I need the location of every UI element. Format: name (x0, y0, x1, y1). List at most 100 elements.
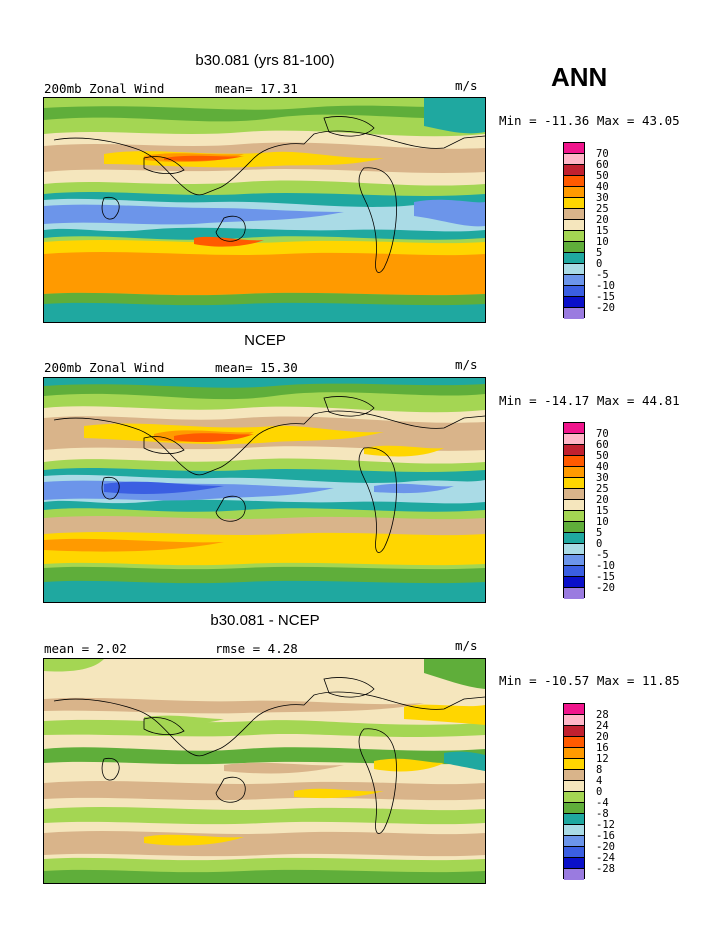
panel-1-contour-field (44, 98, 485, 322)
legend-swatch (564, 869, 584, 880)
legend-swatch (564, 726, 584, 737)
legend-swatch (564, 478, 584, 489)
panel-2-minmax: Min = -14.17 Max = 44.81 (499, 393, 680, 408)
legend-swatch (564, 511, 584, 522)
panel-2-mean: mean= 15.30 (215, 360, 298, 375)
panel-2-legend (563, 422, 585, 599)
legend-swatch (564, 220, 584, 231)
legend-swatch (564, 154, 584, 165)
panel-1-minmax: Min = -11.36 Max = 43.05 (499, 113, 680, 128)
legend-label: 60 (596, 159, 609, 171)
legend-swatch (564, 423, 584, 434)
legend-label: 28 (596, 709, 609, 721)
panel-1-units: m/s (455, 78, 478, 93)
legend-swatch (564, 500, 584, 511)
panel-3-contour-field (44, 659, 485, 883)
legend-swatch (564, 555, 584, 566)
panel-1-legend (563, 142, 585, 319)
panel-3-units: m/s (455, 638, 478, 653)
panel-1-field-label: 200mb Zonal Wind (44, 81, 165, 96)
legend-swatch (564, 253, 584, 264)
legend-label: 30 (596, 192, 609, 204)
legend-swatch (564, 781, 584, 792)
panel-2-map (43, 377, 486, 603)
legend-label: 16 (596, 742, 609, 754)
panel-1-mean: mean= 17.31 (215, 81, 298, 96)
legend-swatch (564, 847, 584, 858)
panel-2-field-label: 200mb Zonal Wind (44, 360, 165, 375)
legend-label: -8 (596, 808, 609, 820)
legend-swatch (564, 522, 584, 533)
legend-swatch (564, 445, 584, 456)
legend-swatch (564, 231, 584, 242)
legend-label: -15 (596, 571, 615, 583)
legend-label: 50 (596, 170, 609, 182)
panel-3-minmax: Min = -10.57 Max = 11.85 (499, 673, 680, 688)
panel-1-map (43, 97, 486, 323)
legend-swatch (564, 176, 584, 187)
legend-swatch (564, 566, 584, 577)
legend-swatch (564, 297, 584, 308)
legend-label: 70 (596, 148, 609, 160)
legend-swatch (564, 759, 584, 770)
legend-label: 15 (596, 225, 609, 237)
legend-label: -20 (596, 841, 615, 853)
legend-swatch (564, 770, 584, 781)
legend-swatch (564, 264, 584, 275)
legend-swatch (564, 825, 584, 836)
panel-3-title: b30.081 - NCEP (210, 612, 320, 629)
legend-label: -12 (596, 819, 615, 831)
legend-swatch (564, 242, 584, 253)
legend-label: -5 (596, 269, 609, 281)
legend-swatch (564, 715, 584, 726)
panel-3-mean: mean = 2.02 (44, 641, 127, 656)
legend-swatch (564, 467, 584, 478)
legend-label: 50 (596, 450, 609, 462)
legend-swatch (564, 704, 584, 715)
legend-label: 24 (596, 720, 609, 732)
legend-swatch (564, 792, 584, 803)
legend-swatch (564, 533, 584, 544)
panel-3-map (43, 658, 486, 884)
panel-2-contour-field (44, 378, 485, 602)
legend-swatch (564, 748, 584, 759)
legend-swatch (564, 737, 584, 748)
legend-label: 5 (596, 247, 603, 259)
legend-label: -10 (596, 560, 615, 572)
legend-label: 70 (596, 428, 609, 440)
legend-swatch (564, 143, 584, 154)
legend-label: 20 (596, 214, 609, 226)
panel-3-legend (563, 703, 585, 880)
legend-swatch (564, 275, 584, 286)
panel-2-title: NCEP (244, 332, 286, 349)
legend-label: 10 (596, 516, 609, 528)
legend-label: -20 (596, 302, 615, 314)
legend-swatch (564, 858, 584, 869)
legend-label: 60 (596, 439, 609, 451)
season-label: ANN (551, 62, 608, 92)
legend-swatch (564, 434, 584, 445)
legend-swatch (564, 803, 584, 814)
legend-swatch (564, 165, 584, 176)
panel-3-rmse: rmse = 4.28 (215, 641, 298, 656)
legend-label: 20 (596, 731, 609, 743)
legend-swatch (564, 836, 584, 847)
legend-swatch (564, 588, 584, 599)
legend-label: 30 (596, 472, 609, 484)
legend-label: 12 (596, 753, 609, 765)
legend-swatch (564, 544, 584, 555)
legend-swatch (564, 489, 584, 500)
legend-swatch (564, 456, 584, 467)
legend-label: -15 (596, 291, 615, 303)
legend-swatch (564, 286, 584, 297)
legend-swatch (564, 308, 584, 319)
legend-label: 0 (596, 258, 603, 270)
panel-1-title: b30.081 (yrs 81-100) (195, 52, 335, 69)
panel-2-units: m/s (455, 357, 478, 372)
legend-label: 4 (596, 775, 603, 787)
legend-label: -24 (596, 852, 615, 864)
legend-label: -16 (596, 830, 615, 842)
legend-label: -28 (596, 863, 615, 875)
legend-label: 25 (596, 483, 609, 495)
legend-label: 8 (596, 764, 603, 776)
